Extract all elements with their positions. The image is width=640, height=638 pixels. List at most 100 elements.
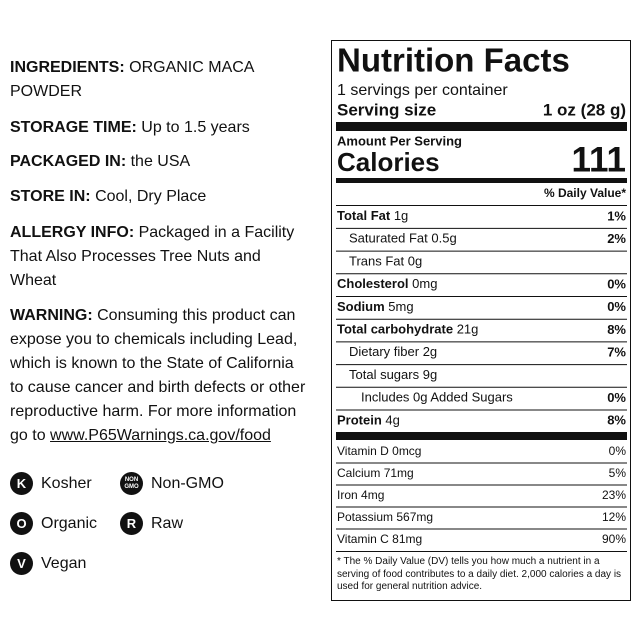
badge-icon: V xyxy=(10,552,33,575)
nutrient-name: Dietary fiber xyxy=(349,345,420,360)
nutrient-name: Vitamin D xyxy=(337,444,389,458)
nutrient-row: Includes 0g Added Sugars xyxy=(361,390,513,405)
nutrient-amount: 0mcg xyxy=(392,444,421,458)
info-text: ORGANIC MACA POWDER xyxy=(10,59,254,100)
nutrient-amount: 2g xyxy=(423,345,437,360)
badge-label: Kosher xyxy=(41,474,92,492)
nutrient-row: Total Fat 1g xyxy=(337,208,408,223)
nutrient-dv: 0% xyxy=(607,390,626,405)
dv-header: % Daily Value* xyxy=(544,186,626,200)
badge: V Vegan xyxy=(10,552,86,575)
nutrient-amount: 0.5g xyxy=(431,231,456,246)
nutrient-row: Cholesterol 0mg xyxy=(337,277,437,292)
nutrient-row: Iron 4mg xyxy=(337,488,384,502)
info-text: Up to 1.5 years xyxy=(141,119,250,136)
nutrient-row: Total carbohydrate 21g xyxy=(337,322,478,337)
badge-label: Vegan xyxy=(41,554,87,572)
serving-size: 1 oz (28 g) xyxy=(543,100,626,119)
nutrient-name: Total carbohydrate xyxy=(337,322,453,337)
badge-icon: O xyxy=(10,512,33,535)
info-label: ALLERGY INFO: xyxy=(10,224,135,241)
nutrient-row: Dietary fiber 2g xyxy=(349,345,437,360)
badge-label: Non-GMO xyxy=(151,474,224,492)
nutrient-row: Vitamin C 81mg xyxy=(337,532,422,546)
info-text: Consuming this product can expose you to… xyxy=(10,307,306,444)
nutrient-amount: 1g xyxy=(394,208,408,223)
serving-size-label: Serving size xyxy=(337,100,436,119)
nutrient-row: Vitamin D 0mcg xyxy=(337,444,421,458)
nutrient-name: Calcium xyxy=(337,466,380,480)
badge-icon: NON GMO xyxy=(120,472,143,495)
nutrient-dv: 7% xyxy=(607,345,626,360)
nutrient-name: Total Fat xyxy=(337,208,391,223)
nutrient-row: Sodium 5mg xyxy=(337,299,414,314)
nutrient-name: Sodium xyxy=(337,299,385,314)
badge: K Kosher xyxy=(10,472,92,495)
nutrient-dv: 5% xyxy=(609,466,627,480)
nutrient-row: Calcium 71mg xyxy=(337,466,414,480)
thick-bar xyxy=(336,122,627,131)
thick-bar xyxy=(336,432,627,440)
badge: O Organic xyxy=(10,512,97,535)
footnote: * The % Daily Value (DV) tells you how m… xyxy=(337,556,622,592)
amount-per-serving: Amount Per Serving xyxy=(337,133,462,148)
nutrient-dv: 1% xyxy=(607,208,626,223)
badge: NON GMO Non-GMO xyxy=(120,472,224,495)
nutrient-amount: 4g xyxy=(385,413,399,428)
info-block: STORE IN: Cool, Dry Place xyxy=(10,185,310,209)
nutrient-amount: 0g xyxy=(408,254,422,269)
badge-icon: R xyxy=(120,512,143,535)
nutrient-amount: 0mg xyxy=(412,277,437,292)
calories-label: Calories xyxy=(337,147,440,177)
nutrient-dv: 90% xyxy=(602,532,626,546)
nutrient-name: Trans Fat xyxy=(349,254,405,269)
nutrient-name: Total sugars xyxy=(349,367,420,382)
info-block: INGREDIENTS: ORGANIC MACA POWDER xyxy=(10,56,310,104)
nutrient-name: Protein xyxy=(337,413,382,428)
info-label: WARNING: xyxy=(10,307,93,324)
nutrient-name: Cholesterol xyxy=(337,277,409,292)
badge: R Raw xyxy=(120,512,183,535)
info-label: PACKAGED IN: xyxy=(10,153,127,170)
nutrient-dv: 0% xyxy=(609,444,627,458)
info-block: STORAGE TIME: Up to 1.5 years xyxy=(10,116,310,140)
nutrient-name: Iron xyxy=(337,488,358,502)
nutrient-dv: 2% xyxy=(607,231,626,246)
nutrient-row: Potassium 567mg xyxy=(337,510,433,524)
nutrient-dv: 12% xyxy=(602,510,626,524)
nutrient-row: Saturated Fat 0.5g xyxy=(349,231,457,246)
info-label: INGREDIENTS: xyxy=(10,59,125,76)
nutrient-row: Protein 4g xyxy=(337,413,400,428)
badge-icon: K xyxy=(10,472,33,495)
info-label: STORAGE TIME: xyxy=(10,119,137,136)
servings: 1 servings per container xyxy=(337,82,508,99)
nutrient-amount: 81mg xyxy=(392,532,422,546)
nutrient-dv: 23% xyxy=(602,488,626,502)
nutrient-amount: 5mg xyxy=(388,299,413,314)
nutrient-amount: 71mg xyxy=(384,466,414,480)
nutrient-name: Includes 0g Added Sugars xyxy=(361,390,513,405)
badge-label: Raw xyxy=(151,514,184,532)
nutrient-row: Trans Fat 0g xyxy=(349,254,422,269)
panel-border xyxy=(331,40,631,601)
calories: 111 xyxy=(571,140,626,179)
info-text: Packaged in a Facility That Also Process… xyxy=(10,224,295,289)
info-text: the USA xyxy=(130,153,191,170)
nutrient-amount: 567mg xyxy=(396,510,433,524)
panel-title: Nutrition Facts xyxy=(337,42,570,79)
nutrient-dv: 8% xyxy=(607,413,626,428)
info-block: PACKAGED IN: the USA xyxy=(10,150,310,174)
info-block: WARNING: Consuming this product can expo… xyxy=(10,304,310,448)
badge-label: Organic xyxy=(41,514,98,532)
nutrient-dv: 8% xyxy=(607,322,626,337)
nutrient-name: Saturated Fat xyxy=(349,231,428,246)
info-label: STORE IN: xyxy=(10,188,91,205)
info-link[interactable]: www.P65Warnings.ca.gov/food xyxy=(50,427,271,444)
nutrient-row: Total sugars 9g xyxy=(349,367,437,382)
nutrient-amount: 21g xyxy=(457,322,479,337)
nutrient-dv: 0% xyxy=(607,299,626,314)
nutrient-amount: 9g xyxy=(423,367,437,382)
nutrient-name: Potassium xyxy=(337,510,393,524)
